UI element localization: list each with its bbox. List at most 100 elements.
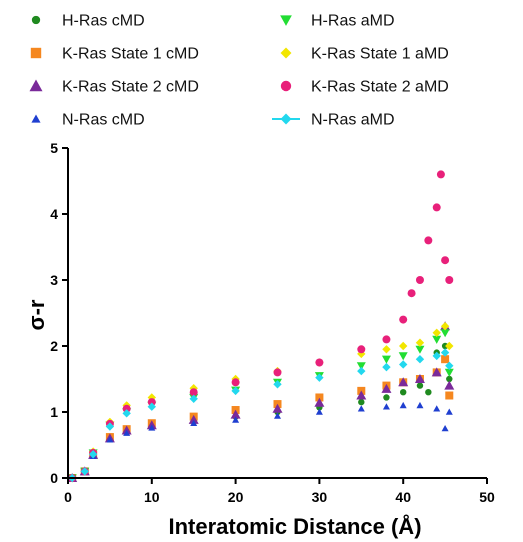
- point-s5-13: [415, 338, 425, 347]
- y-tick-label-2: 2: [50, 338, 58, 354]
- x-tick-label-2: 20: [228, 489, 244, 505]
- point-s6-18: [441, 256, 450, 265]
- point-s6-15: [424, 236, 433, 245]
- point-s3-5: [148, 424, 156, 431]
- point-s3-12: [399, 401, 407, 409]
- point-s4-13: [415, 345, 425, 354]
- point-s7-5: [147, 402, 156, 411]
- x-axis-title: Interatomic Distance (Å): [168, 513, 421, 539]
- x-tick-label-5: 50: [479, 489, 495, 505]
- point-s7-10: [357, 366, 366, 376]
- legend-marker-1: [30, 47, 42, 59]
- point-s2-12: [398, 377, 409, 387]
- point-s5-14: [432, 328, 441, 337]
- point-s4-16: [444, 368, 454, 377]
- x-tick-label-4: 40: [395, 489, 411, 505]
- legend-marker-7: [280, 113, 292, 125]
- point-s6-17: [436, 170, 445, 179]
- y-tick-label-0: 0: [50, 470, 58, 486]
- point-s6-5: [147, 398, 156, 407]
- plot-marks: [67, 170, 455, 483]
- point-s0-17: [446, 375, 453, 383]
- point-s2-10: [356, 390, 367, 400]
- point-s7-4: [122, 409, 131, 418]
- point-s6-12: [399, 315, 408, 324]
- y-tick-label-4: 4: [50, 206, 58, 222]
- point-s2-11: [381, 383, 392, 393]
- y-tick-label-1: 1: [50, 404, 58, 420]
- point-s7-7: [231, 386, 240, 396]
- legend-label-7: N-Ras aMD: [311, 112, 395, 129]
- legend-label-4: H-Ras aMD: [311, 13, 395, 30]
- legend-marker-6: [280, 80, 292, 92]
- point-s6-7: [231, 378, 240, 387]
- y-axis-title: σ-r: [24, 299, 49, 330]
- point-s3-9: [315, 408, 323, 415]
- point-s7-14: [432, 351, 441, 361]
- legend-label-0: H-Ras cMD: [62, 13, 145, 30]
- y-tick-label-5: 5: [50, 140, 58, 156]
- point-s7-13: [415, 355, 425, 364]
- point-s7-12: [399, 360, 408, 369]
- point-s4-15: [440, 329, 450, 338]
- legend-marker-0: [31, 15, 41, 25]
- point-s4-10: [356, 362, 366, 371]
- point-s2-13: [414, 374, 425, 383]
- y-tick-label-3: 3: [50, 272, 58, 288]
- legend-label-3: N-Ras cMD: [62, 112, 145, 129]
- legend-label-2: K-Ras State 2 cMD: [62, 79, 199, 96]
- point-s6-10: [357, 345, 366, 354]
- point-s1-9: [315, 393, 324, 402]
- point-s6-13: [407, 289, 416, 298]
- point-s7-1: [80, 467, 89, 476]
- point-s6-14: [415, 276, 424, 284]
- point-s0-10: [358, 398, 365, 406]
- point-s6-8: [273, 368, 282, 377]
- point-s4-11: [381, 355, 391, 364]
- point-s6-4: [122, 404, 131, 413]
- point-s3-7: [232, 416, 240, 423]
- point-s3-14: [433, 405, 441, 412]
- legend-label-1: K-Ras State 1 cMD: [62, 46, 199, 63]
- point-s6-9: [315, 358, 324, 367]
- x-tick-label-3: 30: [312, 489, 328, 505]
- point-s3-15: [441, 425, 449, 432]
- chart-legend: H-Ras cMD K-Ras State 1 cMD K-Ras State 2 …: [29, 13, 449, 129]
- point-s3-8: [274, 412, 281, 419]
- point-s0-11: [383, 394, 390, 401]
- x-tick-label-1: 10: [144, 489, 160, 505]
- point-s1-16: [445, 391, 454, 400]
- point-s7-11: [382, 362, 391, 372]
- point-s2-7: [230, 409, 241, 419]
- point-s2-8: [272, 403, 283, 413]
- legend-marker-3: [31, 114, 41, 123]
- point-s3-13: [416, 401, 424, 409]
- point-s7-15: [440, 348, 450, 357]
- legend-label-5: K-Ras State 1 aMD: [311, 46, 449, 63]
- point-s7-6: [189, 394, 198, 403]
- legend-label-6: K-Ras State 2 aMD: [311, 79, 449, 96]
- point-s7-16: [445, 361, 454, 370]
- point-s1-15: [441, 355, 450, 364]
- point-s3-10: [357, 405, 365, 412]
- point-s4-12: [398, 352, 408, 361]
- point-s2-14: [431, 367, 442, 377]
- point-s3-11: [382, 403, 390, 410]
- chart-axes: 0 10 20 30 40 50 0 1 2 3 4 5: [50, 140, 495, 505]
- point-s6-16: [432, 203, 441, 212]
- point-s6-19: [445, 276, 454, 284]
- point-s0-13: [416, 382, 424, 389]
- point-s6-6: [189, 388, 198, 397]
- point-s0-14: [425, 389, 432, 396]
- point-s7-2: [88, 450, 98, 459]
- point-s7-8: [273, 380, 282, 389]
- point-s3-4: [123, 429, 131, 436]
- point-s0-12: [400, 389, 407, 396]
- point-s5-15: [440, 322, 450, 331]
- point-s5-16: [445, 341, 454, 351]
- point-s5-11: [382, 345, 391, 354]
- point-s2-9: [314, 397, 325, 407]
- point-s2-16: [444, 380, 455, 390]
- point-s4-14: [432, 335, 442, 344]
